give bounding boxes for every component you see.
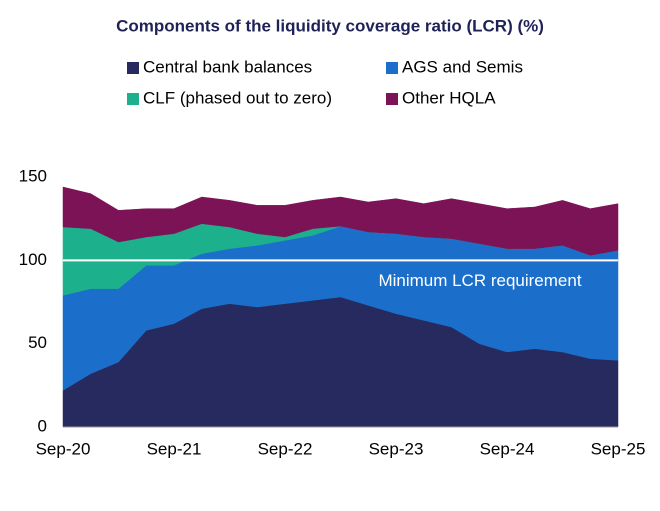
x-tick-label: Sep-23 [369, 439, 424, 458]
chart-title: Components of the liquidity coverage rat… [116, 16, 544, 35]
x-tick-label: Sep-22 [258, 439, 313, 458]
x-tick-label: Sep-24 [480, 439, 535, 458]
x-tick-label: Sep-25 [591, 439, 646, 458]
y-tick-label: 100 [19, 250, 47, 269]
legend-label: Other HQLA [402, 88, 496, 107]
y-tick-label: 150 [19, 166, 47, 185]
x-tick-label: Sep-21 [147, 439, 202, 458]
x-tick-label: Sep-20 [36, 439, 91, 458]
legend-swatch [386, 93, 398, 105]
y-tick-label: 0 [38, 416, 47, 435]
legend-label: Central bank balances [143, 57, 312, 76]
legend-swatch [127, 62, 139, 74]
area [62, 186, 619, 256]
legend-label: AGS and Semis [402, 57, 523, 76]
legend-swatch [386, 62, 398, 74]
y-tick-label: 50 [28, 333, 47, 352]
legend-swatch [127, 93, 139, 105]
reference-label: Minimum LCR requirement [378, 271, 581, 290]
legend-label: CLF (phased out to zero) [143, 88, 332, 107]
